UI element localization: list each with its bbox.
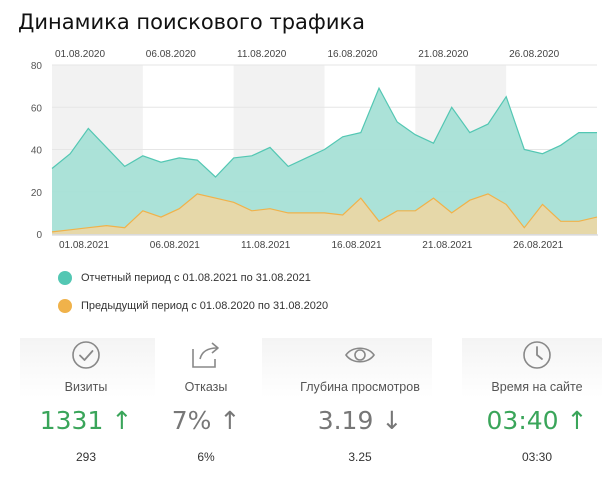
bottom-axis-label: 11.08.2021 [241,240,291,251]
series-previous-area [52,193,597,234]
top-axis-label: 16.08.2020 [327,49,377,60]
metric-value: 7% ↑ [171,406,241,435]
metric-value: 3.19 ↓ [317,406,403,435]
y-tick-label: 80 [31,61,43,72]
traffic-chart: 0 20 40 60 80 01.08.2020 06.08.2020 11.08.2020… [31,49,598,251]
y-tick-label: 60 [31,103,43,114]
y-tick-label: 20 [31,188,43,199]
metric-shade [262,338,432,398]
top-axis-label: 01.08.2020 [55,49,105,60]
legend-previous[interactable]: Предыдущий период с 01.08.2020 по 31.08.… [58,299,328,313]
y-tick-label: 40 [31,146,43,157]
page-title: Динамика поискового трафика [18,10,366,34]
metric-card-visits: Визиты 1331 ↑ 293 [11,340,161,470]
series-previous-line [51,193,598,233]
y-axis-ticks: 0 20 40 60 80 [31,61,43,241]
metric-label: Отказы [184,380,228,394]
bottom-axis-label: 21.08.2021 [422,240,472,251]
metric-shade [462,338,602,398]
bottom-axis-label: 26.08.2021 [513,240,563,251]
legend-previous-label: Предыдущий период с 01.08.2020 по 31.08.… [81,300,329,312]
metric-previous-value: 6% [197,450,215,464]
arrow-up-icon: ↑ [566,406,588,435]
check-circle-icon [71,340,101,375]
metric-card-time: Время на сайте 03:40 ↑ 03:30 [462,340,612,470]
top-axis-label: 11.08.2020 [237,49,287,60]
metric-label: Глубина просмотров [300,380,420,394]
top-axis-label: 26.08.2020 [509,49,559,60]
chart-areas [51,86,598,234]
legend-current-swatch [58,271,72,285]
legend-current[interactable]: Отчетный период с 01.08.2021 по 31.08.20… [58,271,311,285]
metric-card-bounces: Отказы 7% ↑ 6% [131,340,281,470]
metric-previous-value: 03:30 [521,450,553,464]
metric-previous-value: 293 [75,450,97,464]
arrow-down-icon: ↓ [381,406,403,435]
arrow-up-icon: ↑ [219,406,241,435]
legend-previous-swatch [58,299,72,313]
metric-value: 1331 ↑ [39,406,133,435]
series-current-area [52,88,597,234]
share-icon [190,340,222,375]
clock-icon [522,340,552,375]
bottom-axis-label: 16.08.2021 [331,240,381,251]
arrow-up-icon: ↑ [111,406,133,435]
metric-label: Визиты [64,380,108,394]
bottom-axis-label: 06.08.2021 [150,240,200,251]
top-axis-labels: 01.08.2020 06.08.2020 11.08.2020 16.08.2020… [55,49,560,60]
metric-previous-value: 3.25 [348,450,372,464]
top-axis-label: 21.08.2020 [418,49,468,60]
y-tick-label: 0 [36,230,42,241]
bottom-axis-labels: 01.08.2021 06.08.2021 11.08.2021 16.08.2021… [59,240,564,251]
eye-icon [344,340,376,375]
legend-current-label: Отчетный период с 01.08.2021 по 31.08.20… [81,272,311,284]
top-axis-label: 06.08.2020 [146,49,196,60]
series-current-line [51,86,597,178]
metric-label: Время на сайте [491,380,583,394]
metric-value: 03:40 ↑ [486,406,588,435]
metric-card-depth: Глубина просмотров 3.19 ↓ 3.25 [285,340,435,470]
bottom-axis-label: 01.08.2021 [59,240,109,251]
